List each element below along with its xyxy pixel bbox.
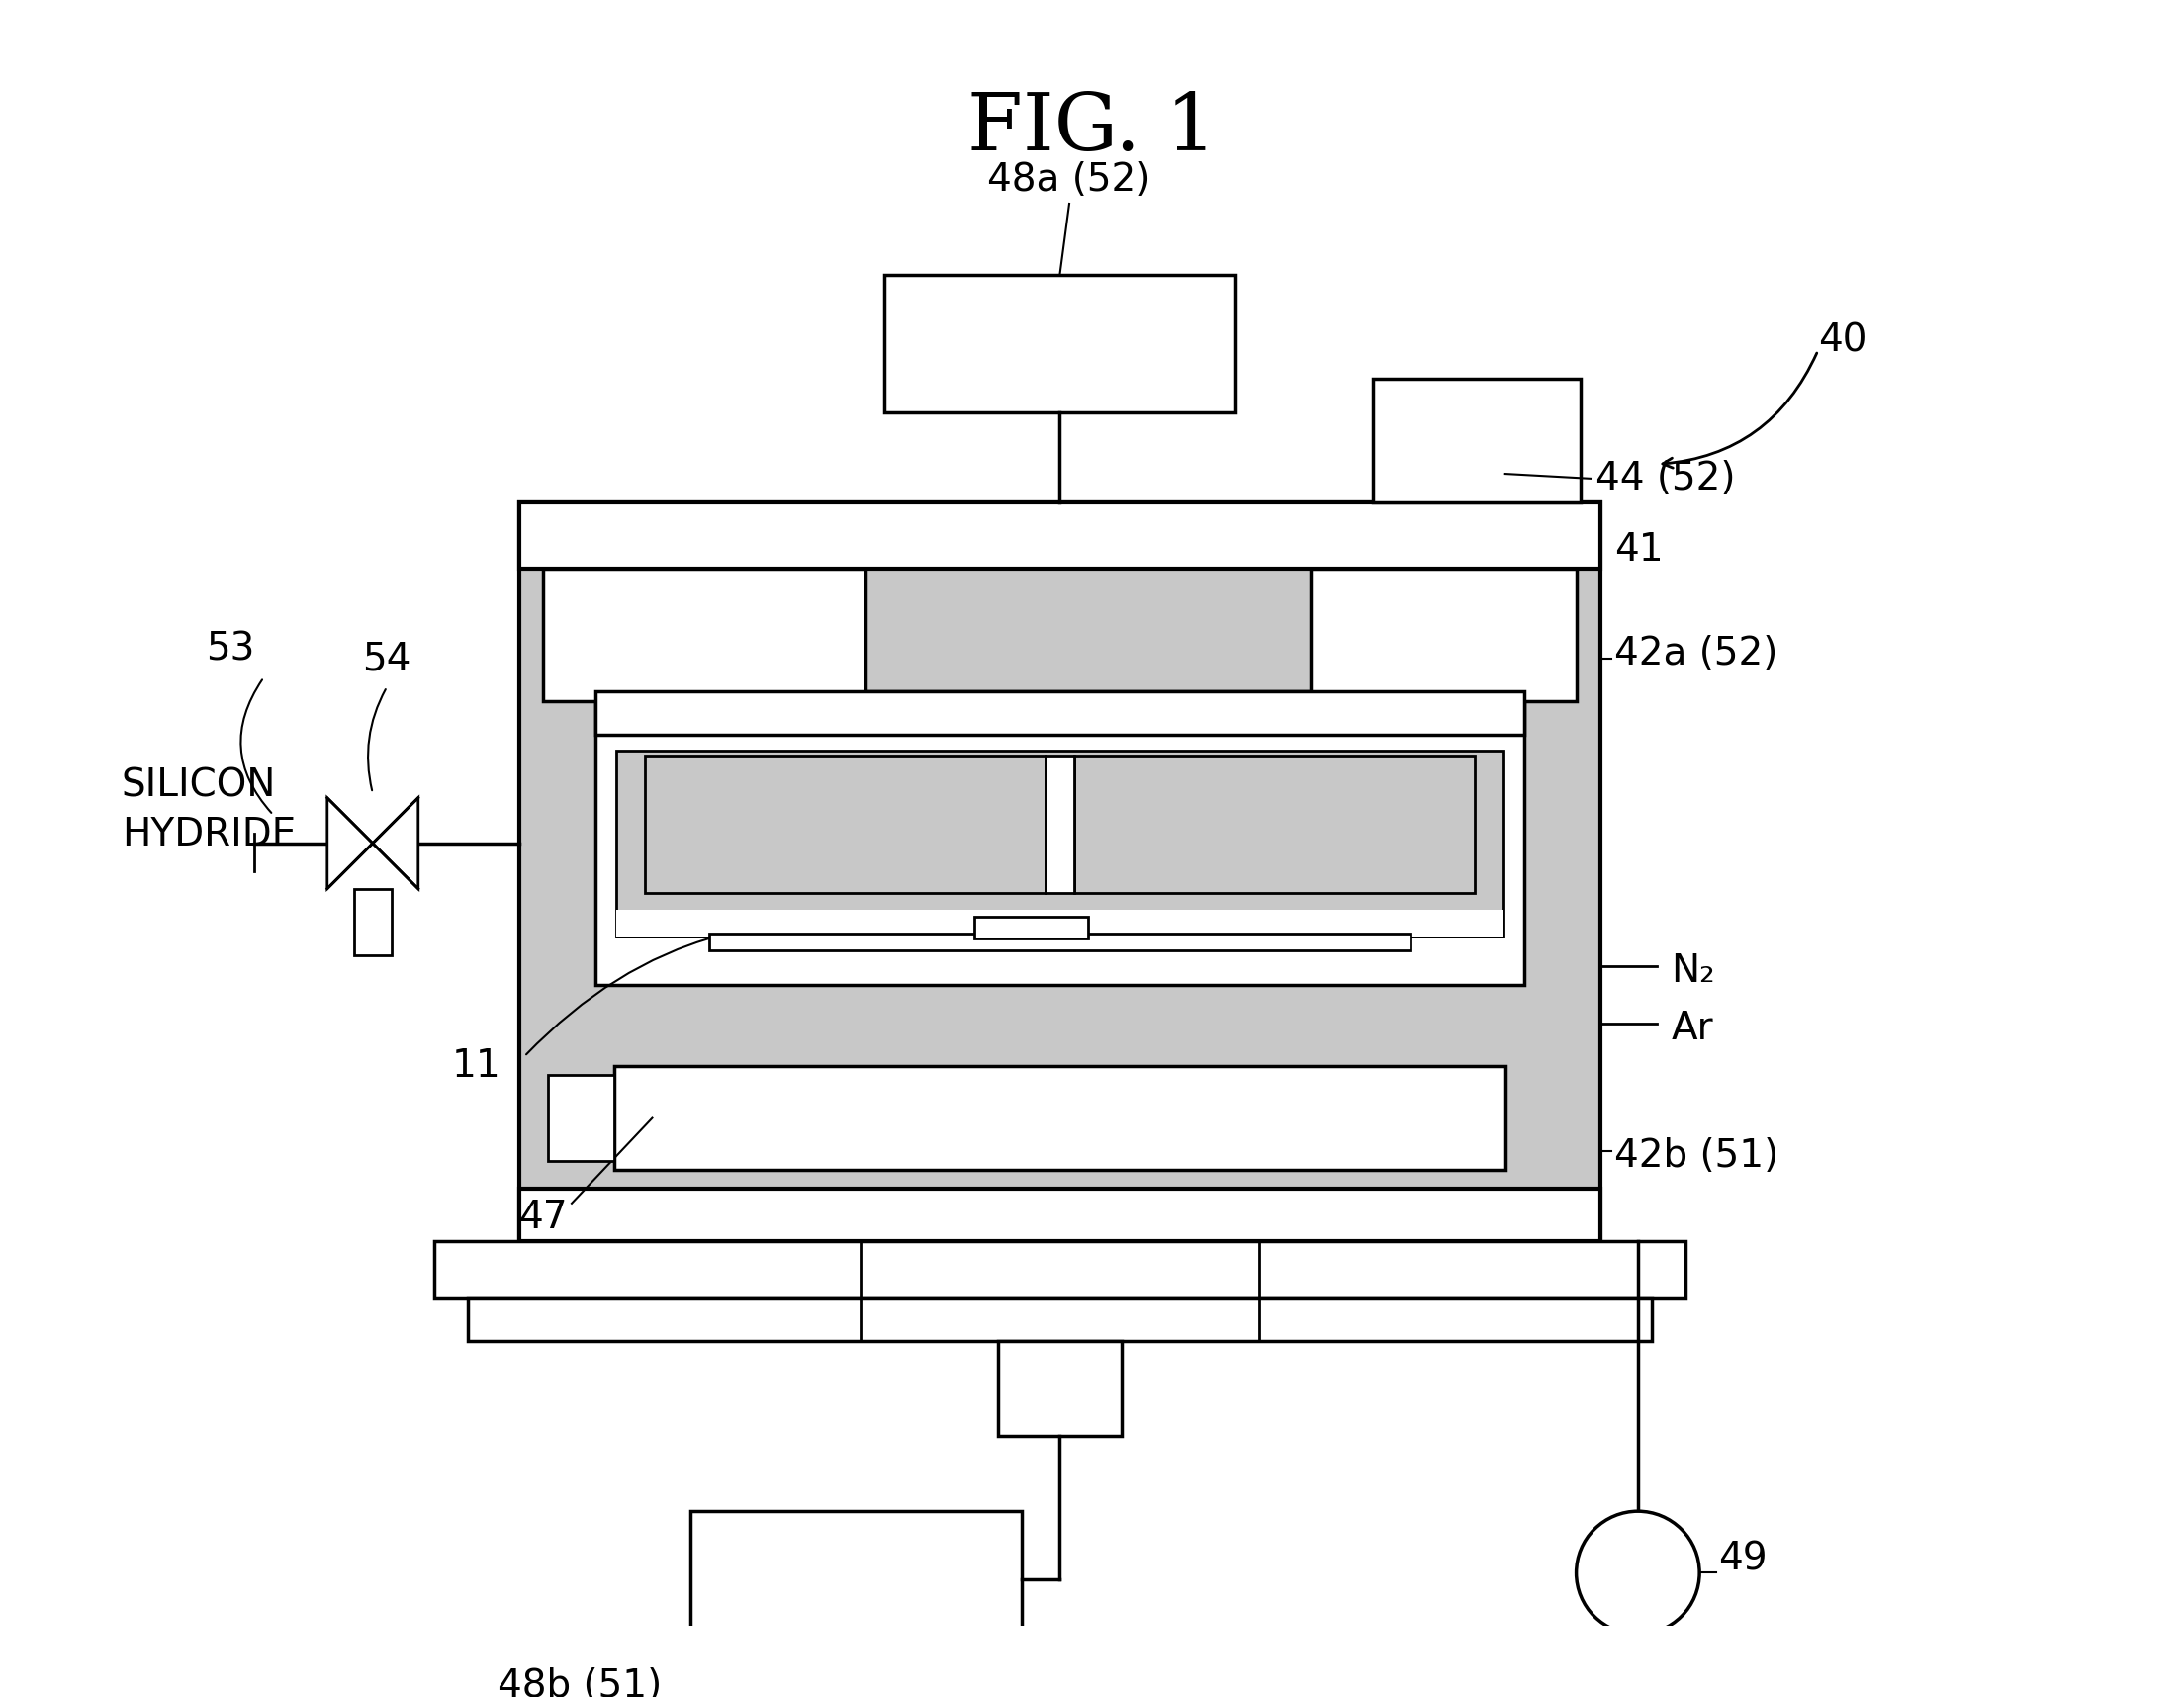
Text: 41: 41: [1614, 531, 1664, 568]
Text: 48a (52): 48a (52): [987, 161, 1151, 199]
Polygon shape: [373, 798, 417, 889]
Polygon shape: [548, 1076, 614, 1161]
Text: Ar: Ar: [1671, 1010, 1712, 1047]
Polygon shape: [1310, 568, 1577, 701]
Polygon shape: [467, 1298, 1651, 1341]
Circle shape: [1577, 1512, 1699, 1634]
Text: 40: 40: [1817, 322, 1867, 360]
Polygon shape: [520, 502, 1601, 1241]
Polygon shape: [328, 798, 373, 889]
Polygon shape: [1075, 755, 1474, 894]
Polygon shape: [616, 750, 1503, 937]
Polygon shape: [1372, 378, 1581, 502]
Polygon shape: [614, 1066, 1505, 1171]
Polygon shape: [974, 916, 1088, 938]
Text: 53: 53: [205, 630, 256, 669]
Polygon shape: [710, 933, 1411, 950]
Polygon shape: [690, 1512, 1022, 1649]
Text: 42b (51): 42b (51): [1614, 1137, 1778, 1174]
Text: 49: 49: [1719, 1539, 1767, 1578]
Polygon shape: [616, 910, 1503, 937]
Text: 47: 47: [518, 1198, 568, 1235]
Text: 11: 11: [452, 1047, 500, 1084]
Text: N₂: N₂: [1671, 952, 1714, 989]
Polygon shape: [544, 568, 865, 701]
Text: 42a (52): 42a (52): [1614, 635, 1778, 672]
Polygon shape: [998, 1341, 1120, 1436]
Text: SILICON
HYDRIDE: SILICON HYDRIDE: [122, 767, 295, 854]
Polygon shape: [354, 889, 391, 955]
Polygon shape: [596, 692, 1524, 986]
Polygon shape: [885, 275, 1236, 412]
Polygon shape: [1046, 755, 1075, 894]
Polygon shape: [520, 1190, 1601, 1241]
Polygon shape: [596, 692, 1524, 735]
Text: FIG. 1: FIG. 1: [968, 90, 1216, 166]
Text: 44 (52): 44 (52): [1594, 460, 1736, 497]
Polygon shape: [520, 502, 1601, 568]
Polygon shape: [435, 1241, 1686, 1298]
Text: 54: 54: [363, 640, 411, 677]
Polygon shape: [1572, 1634, 1704, 1697]
Polygon shape: [644, 755, 1046, 894]
Text: 48b (51): 48b (51): [498, 1668, 662, 1697]
